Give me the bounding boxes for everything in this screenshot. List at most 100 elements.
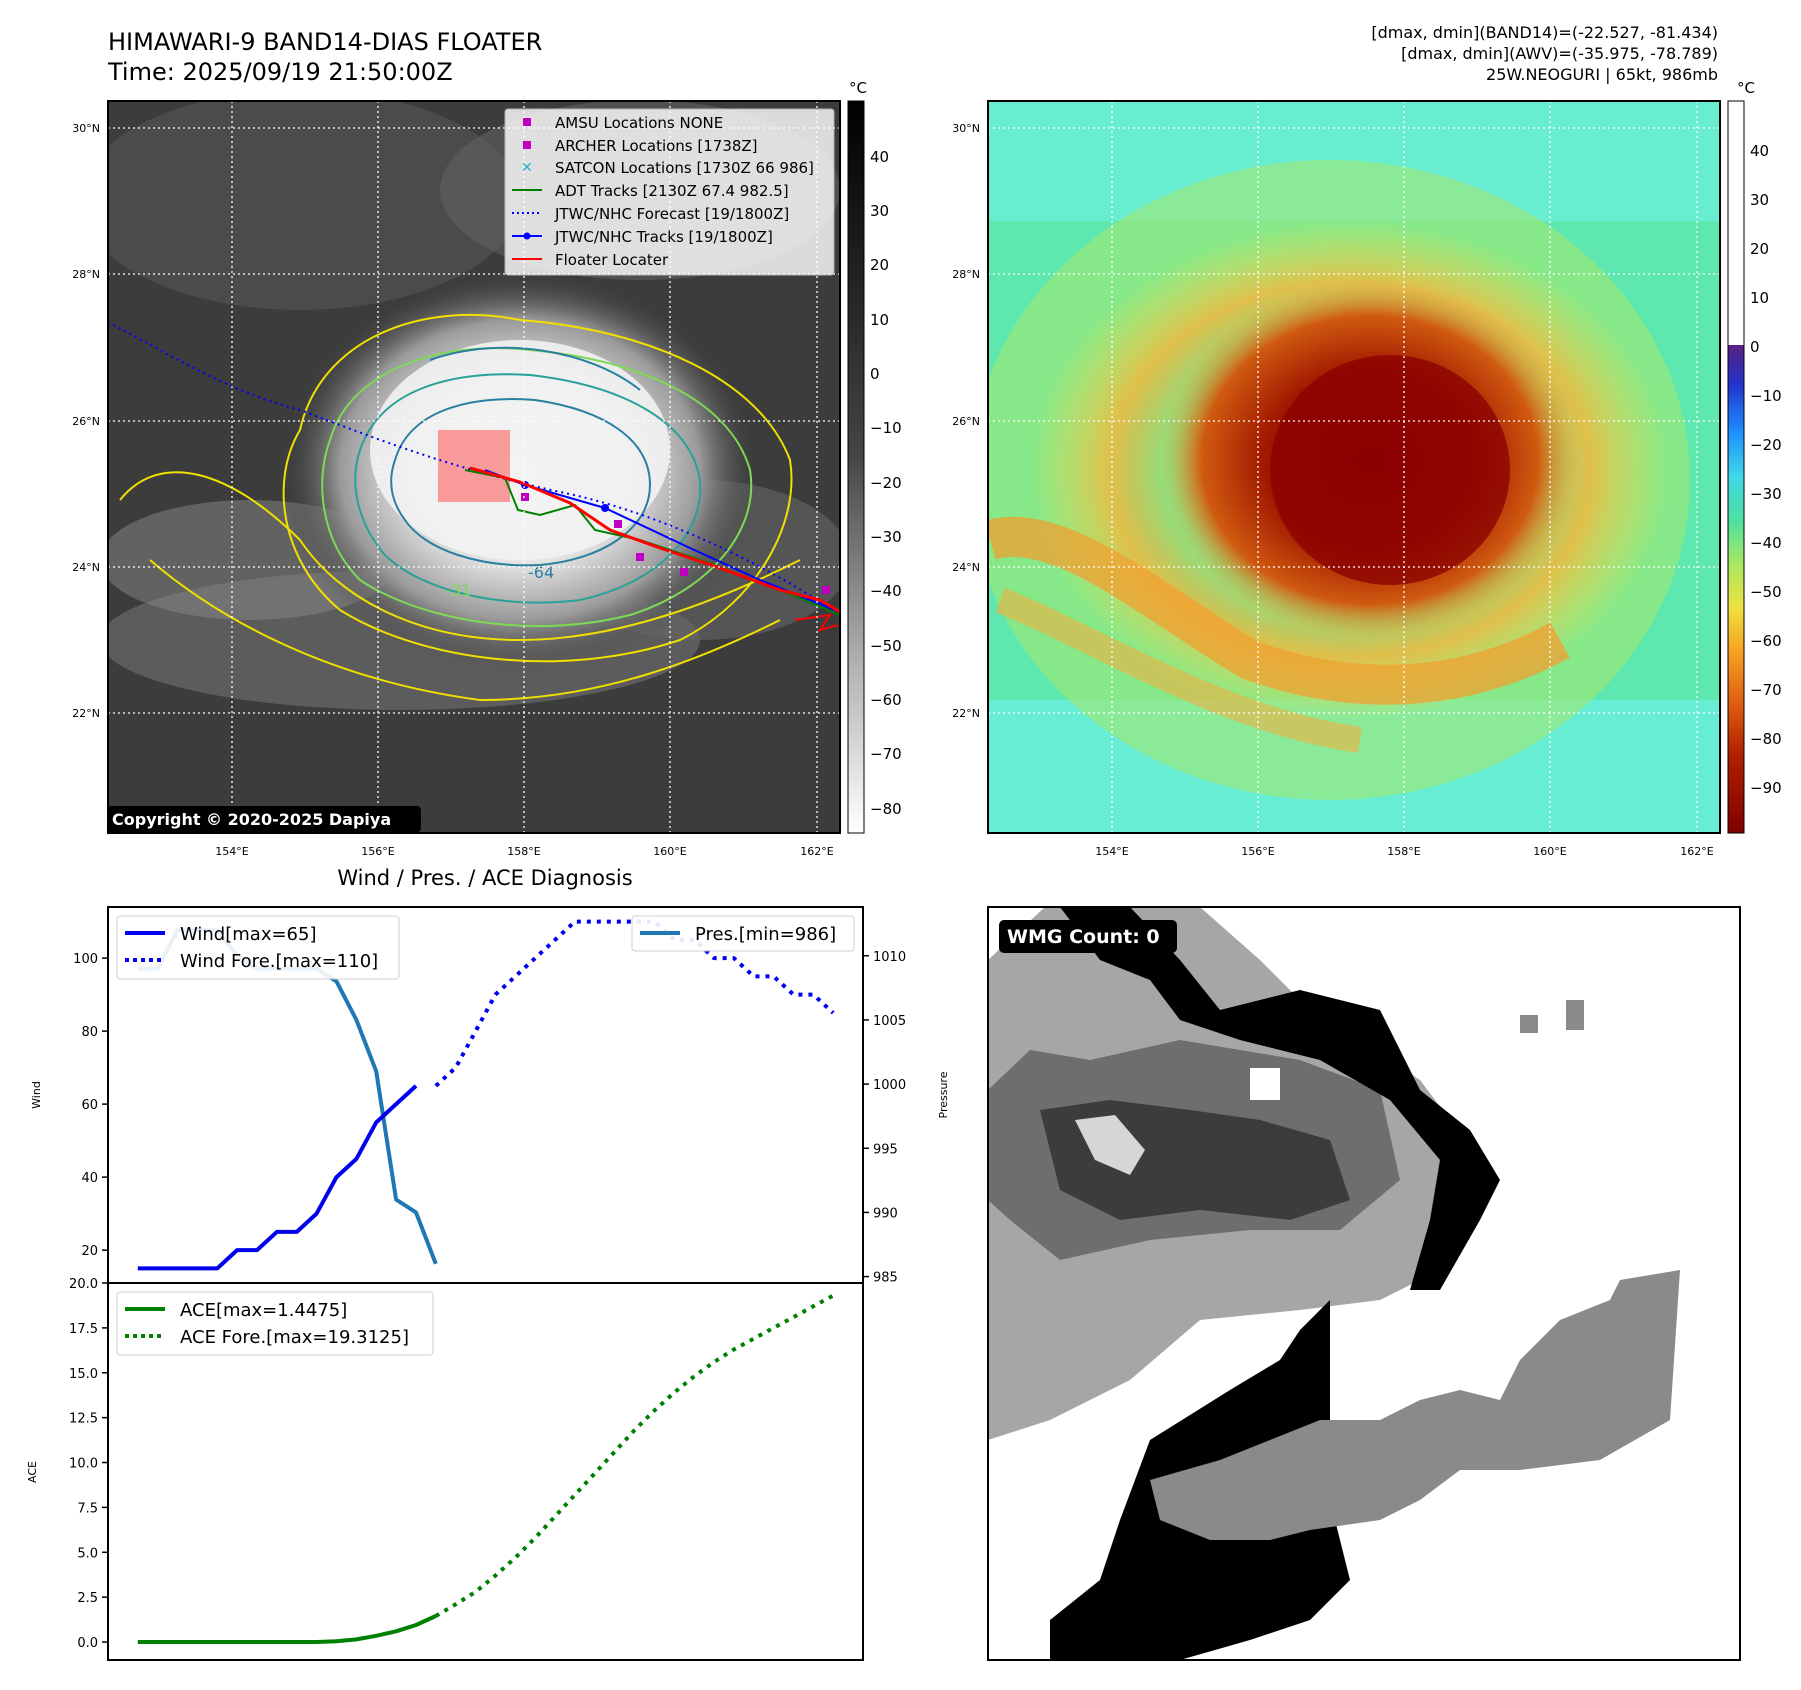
ir-cb-tick: −60 (870, 691, 902, 709)
ace-ytick-label: 7.5 (77, 1501, 98, 1516)
contour-label-neg31: -31 (445, 581, 471, 600)
awv-cb-tick: −80 (1750, 730, 1782, 748)
ir-cb-tick: −80 (870, 800, 902, 818)
awv-cb-tick: 20 (1750, 240, 1769, 258)
ir-lon-label: 154°E (215, 845, 248, 858)
archer-point (614, 520, 622, 528)
awv-lat-labels: 30°N 28°N 26°N 24°N 22°N (952, 122, 980, 720)
awv-lat-label: 26°N (952, 415, 980, 428)
ir-lat-label: 26°N (72, 415, 100, 428)
ir-lat-label: 24°N (72, 561, 100, 574)
wind-line (137, 1084, 418, 1271)
awv-cb-tick: −10 (1750, 387, 1782, 405)
ace-fore-legend-label: ACE Fore.[max=19.3125] (180, 1327, 409, 1348)
awv-lat-label: 24°N (952, 561, 980, 574)
ir-lat-label: 30°N (72, 122, 100, 135)
awv-lat-label: 28°N (952, 268, 980, 281)
pres-ytick-label: 985 (873, 1271, 898, 1286)
awv-cb-tick: −50 (1750, 583, 1782, 601)
ace-yticks: 0.0 2.5 5.0 7.5 10.0 12.5 15.0 17.5 20.0 (69, 1277, 108, 1651)
ir-lat-labels: 30°N 28°N 26°N 24°N 22°N (72, 122, 100, 720)
ir-lon-label: 158°E (507, 845, 540, 858)
wind-ytick-label: 40 (81, 1171, 98, 1186)
pres-ylabel: Pressure (937, 1071, 950, 1118)
ace-ylabel: ACE (26, 1461, 39, 1483)
ace-ytick-label: 2.5 (77, 1591, 98, 1606)
wmg-panel (988, 907, 1740, 1660)
awv-cb-tick: −90 (1750, 779, 1782, 797)
pres-ytick-label: 1010 (873, 950, 906, 965)
awv-gridlines (988, 101, 1720, 833)
pres-legend-label: Pres.[min=986] (695, 924, 836, 945)
legend-label-amsu: AMSU Locations NONE (555, 114, 723, 132)
awv-map-panel (988, 101, 1720, 833)
ace-ytick-label: 17.5 (69, 1322, 98, 1337)
ir-cb-tick: 10 (870, 311, 889, 329)
figure-title-line1: HIMAWARI-9 BAND14-DIAS FLOATER (108, 28, 542, 56)
pres-ytick-label: 995 (873, 1142, 898, 1157)
ir-cb-tick: −20 (870, 474, 902, 492)
wmg-frame (987, 906, 1741, 1661)
ir-cb-tick: −40 (870, 582, 902, 600)
ir-colorbar: °C 40 30 20 10 0 −10 −20 −30 −40 −50 −60… (847, 79, 902, 834)
ir-legend: AMSU Locations NONE ARCHER Locations [17… (504, 108, 835, 276)
ir-lat-label: 28°N (72, 268, 100, 281)
ir-cb-tick: −70 (870, 745, 902, 763)
archer-point (680, 568, 688, 576)
copyright-text: Copyright © 2020-2025 Dapiya (112, 810, 391, 829)
floater-locator-box (438, 430, 510, 502)
wind-ylabel: Wind (30, 1081, 43, 1109)
ir-cb-tick: 20 (870, 256, 889, 274)
awv-cb-tick: −30 (1750, 485, 1782, 503)
wind-ytick-label: 20 (81, 1244, 98, 1259)
wind-fore-legend-label: Wind Fore.[max=110] (180, 951, 378, 972)
floater-locator-tail (794, 613, 839, 632)
pres-ytick-label: 1005 (873, 1014, 906, 1029)
ir-cb-tick: 40 (870, 148, 889, 166)
archer-point (822, 586, 830, 594)
legend-dot-jtwc-tracks (523, 232, 531, 240)
ace-legend: ACE[max=1.4475] ACE Fore.[max=19.3125] (116, 1291, 434, 1356)
ace-ytick-label: 0.0 (77, 1636, 98, 1651)
wind-fore-line (434, 919, 835, 1088)
awv-lon-labels: 154°E 156°E 158°E 160°E 162°E (1095, 845, 1713, 858)
awv-cb-tick: −60 (1750, 632, 1782, 650)
pres-legend: Pres.[min=986] (631, 915, 855, 952)
info-line-band14: [dmax, dmin](BAND14)=(-22.527, -81.434) (1371, 23, 1718, 42)
figure-title-line2: Time: 2025/09/19 21:50:00Z (107, 58, 453, 86)
wind-ytick-label: 100 (73, 952, 98, 967)
jtwc-forecast-track (108, 321, 840, 616)
awv-lon-label: 154°E (1095, 845, 1128, 858)
legend-label-floater: Floater Locater (555, 251, 669, 269)
awv-cb-tick: 0 (1750, 338, 1760, 356)
wmg-count-badge (999, 920, 1177, 953)
awv-lon-label: 156°E (1241, 845, 1274, 858)
awv-cb-tick: −40 (1750, 534, 1782, 552)
ir-cb-tick: 0 (870, 365, 880, 383)
ir-lon-label: 162°E (800, 845, 833, 858)
wind-legend-label: Wind[max=65] (180, 924, 317, 945)
legend-label-adt: ADT Tracks [2130Z 67.4 982.5] (555, 182, 789, 200)
ace-ytick-label: 15.0 (69, 1367, 98, 1382)
wmg-count-label: WMG Count: 0 (1007, 926, 1160, 948)
ir-cb-tick: −10 (870, 419, 902, 437)
ir-colorbar-unit: °C (849, 79, 867, 97)
ir-lon-label: 160°E (653, 845, 686, 858)
legend-marker-satcon: ✕ (521, 160, 533, 176)
legend-marker-amsu (523, 118, 531, 126)
legend-label-jtwc-tracks: JTWC/NHC Tracks [19/1800Z] (554, 228, 773, 246)
legend-label-forecast: JTWC/NHC Forecast [19/1800Z] (554, 205, 789, 223)
wind-ytick-label: 80 (81, 1025, 98, 1040)
jtwc-track-point (601, 504, 609, 512)
wind-legend: Wind[max=65] Wind Fore.[max=110] (116, 915, 400, 980)
ir-lon-labels: 154°E 156°E 158°E 160°E 162°E (215, 845, 833, 858)
awv-lat-label: 22°N (952, 707, 980, 720)
ir-cb-tick: −50 (870, 637, 902, 655)
wind-yticks: 20 40 60 80 100 (73, 952, 108, 1259)
ace-ytick-label: 5.0 (77, 1546, 98, 1561)
awv-lon-label: 162°E (1680, 845, 1713, 858)
legend-label-archer: ARCHER Locations [1738Z] (555, 137, 758, 155)
awv-cb-tick: 10 (1750, 289, 1769, 307)
ace-ytick-label: 10.0 (69, 1457, 98, 1472)
